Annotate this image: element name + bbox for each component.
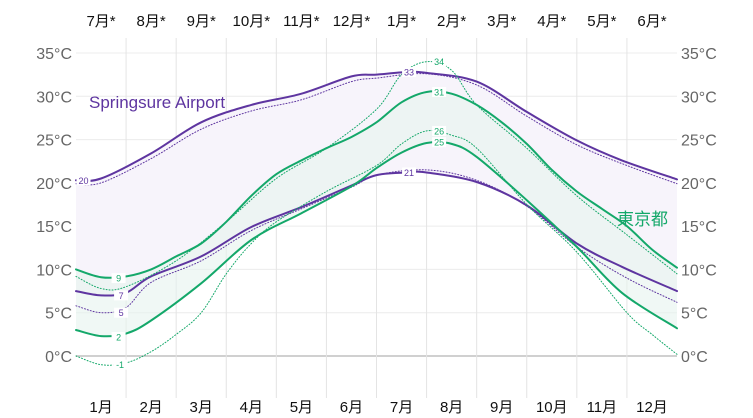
data-label-bg <box>432 125 447 136</box>
range-fills <box>76 71 677 337</box>
y-tick-label-right: 5°C <box>681 306 708 323</box>
x-tick-label-top: 12月* <box>333 13 371 30</box>
x-tick-label-bottom: 2月 <box>139 399 162 416</box>
y-tick-label-right: 30°C <box>681 89 717 106</box>
data-label: 2 <box>116 332 121 342</box>
y-tick-label-right: 35°C <box>681 46 717 63</box>
x-tick-label-bottom: 1月 <box>89 399 112 416</box>
tokyo-range-fill <box>76 91 677 337</box>
x-tick-label-bottom: 12月 <box>636 399 668 416</box>
data-label-bg <box>432 56 447 67</box>
data-label-bg <box>432 86 447 97</box>
tokyo-low-line <box>75 141 678 338</box>
data-label-bg <box>432 137 447 148</box>
x-tick-label-bottom: 8月 <box>440 399 463 416</box>
y-tick-label-right: 15°C <box>681 219 717 236</box>
data-label: 9 <box>116 274 121 284</box>
x-tick-label-top: 7月* <box>86 13 115 30</box>
data-label-bg <box>113 359 128 370</box>
x-tick-label-bottom: 3月 <box>190 399 213 416</box>
data-label: -1 <box>116 360 124 370</box>
x-tick-label-bottom: 5月 <box>290 399 313 416</box>
x-tick-label-top: 1月* <box>387 13 416 30</box>
tokyo-high-line <box>75 90 678 279</box>
x-tick-label-top: 5月* <box>587 13 616 30</box>
y-tick-label-left: 5°C <box>45 306 72 323</box>
y-tick-label-right: 10°C <box>681 262 717 279</box>
tokyo-low-p10-line <box>75 130 678 366</box>
data-label-bg <box>402 167 417 178</box>
y-tick-label-right: 25°C <box>681 133 717 150</box>
data-label-bg <box>111 331 126 342</box>
x-tick-label-bottom: 9月 <box>490 399 513 416</box>
x-tick-label-bottom: 10月 <box>536 399 568 416</box>
x-tick-label-top: 6月* <box>637 13 666 30</box>
data-label-bg <box>76 175 91 186</box>
x-tick-label-top: 4月* <box>537 13 566 30</box>
x-tick-label-bottom: 4月 <box>240 399 263 416</box>
data-label: 5 <box>119 308 124 318</box>
series-lines <box>75 61 678 366</box>
data-label: 20 <box>79 176 89 186</box>
springsure-series-label: Springsure Airport <box>89 93 225 112</box>
x-tick-label-bottom: 11月 <box>587 399 618 416</box>
data-label-bg <box>114 290 129 301</box>
data-label: 34 <box>434 57 444 67</box>
x-tick-label-top: 10月* <box>233 13 271 30</box>
data-label: 25 <box>434 138 444 148</box>
y-tick-label-left: 20°C <box>36 176 72 193</box>
y-tick-label-left: 10°C <box>36 262 72 279</box>
y-tick-label-left: 15°C <box>36 219 72 236</box>
x-tick-label-top: 3月* <box>487 13 516 30</box>
axes: 0°C 0°C 5°C 5°C 10°C 10°C 15°C 15°C 20°C 20°C 25°C… <box>36 13 717 416</box>
x-tick-label-top: 8月* <box>137 13 166 30</box>
springsure-high-line <box>75 70 678 182</box>
x-tick-label-top: 2月* <box>437 13 466 30</box>
y-tick-label-right: 20°C <box>681 176 717 193</box>
tokyo-high-p90-line <box>75 61 678 291</box>
y-tick-label-left: 30°C <box>36 89 72 106</box>
data-label-bg <box>402 67 417 78</box>
y-tick-label-left: 25°C <box>36 133 72 150</box>
data-label: 31 <box>434 87 444 97</box>
data-label: 26 <box>434 126 444 136</box>
data-label: 21 <box>404 168 414 178</box>
data-label: 33 <box>404 68 414 78</box>
data-label-bg <box>114 307 129 318</box>
y-tick-label-left: 0°C <box>45 349 72 366</box>
data-label: 7 <box>119 291 124 301</box>
springsure-high-p90-line <box>75 73 678 186</box>
data-label-bg <box>111 273 126 284</box>
x-tick-label-bottom: 6月 <box>340 399 363 416</box>
x-tick-label-top: 9月* <box>187 13 216 30</box>
x-tick-label-top: 11月* <box>283 13 320 30</box>
y-tick-label-left: 35°C <box>36 46 72 63</box>
data-labels: 20 7 5 33 21 9 2 -1 34 31 26 25 <box>76 56 447 370</box>
x-tick-label-bottom: 7月 <box>390 399 413 416</box>
tokyo-series-label: 東京都 <box>617 210 668 229</box>
y-tick-label-right: 0°C <box>681 349 708 366</box>
